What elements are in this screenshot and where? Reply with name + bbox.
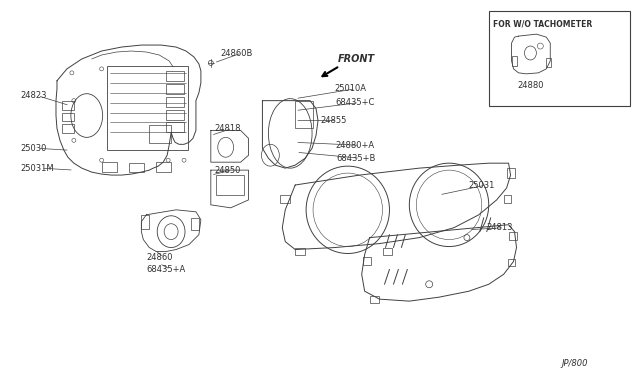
Bar — [166, 110, 184, 119]
Bar — [62, 101, 74, 110]
Text: 24818: 24818 — [215, 124, 241, 133]
Text: 25030: 25030 — [20, 144, 47, 153]
Text: FRONT: FRONT — [338, 54, 375, 64]
Bar — [509, 232, 516, 240]
Bar — [102, 162, 116, 172]
Text: 25031M: 25031M — [20, 164, 54, 173]
Text: 24850: 24850 — [215, 166, 241, 174]
Bar — [295, 101, 313, 128]
Text: 68435+C: 68435+C — [335, 98, 374, 107]
Text: JP/800: JP/800 — [561, 359, 588, 368]
Bar — [489, 11, 630, 106]
Text: 24855: 24855 — [320, 116, 346, 125]
Bar — [504, 195, 511, 203]
Bar — [547, 58, 551, 67]
Bar — [107, 66, 188, 150]
Bar — [280, 195, 290, 203]
Text: 24860B: 24860B — [221, 48, 253, 58]
Bar — [363, 257, 371, 265]
Text: 68435+B: 68435+B — [336, 154, 375, 163]
Text: 25010A: 25010A — [335, 84, 367, 93]
Text: 24880: 24880 — [517, 81, 543, 90]
Text: 68435+A: 68435+A — [147, 265, 186, 274]
Text: FOR W/O TACHOMETER: FOR W/O TACHOMETER — [493, 19, 592, 28]
Text: 24823: 24823 — [20, 91, 47, 100]
Bar — [166, 71, 184, 81]
Bar — [511, 56, 516, 66]
Bar — [156, 162, 171, 172]
Bar — [370, 296, 378, 303]
Bar — [216, 175, 244, 195]
Bar — [129, 163, 145, 172]
Bar — [166, 122, 184, 132]
Bar — [295, 247, 305, 256]
Bar — [508, 259, 515, 266]
Text: 24813: 24813 — [487, 223, 513, 232]
Bar — [383, 247, 392, 256]
Bar — [166, 84, 184, 94]
Bar — [149, 125, 171, 143]
Bar — [507, 168, 515, 178]
Bar — [166, 97, 184, 107]
Bar — [191, 218, 199, 230]
Bar — [141, 215, 149, 229]
Bar — [62, 125, 74, 134]
Text: 24860: 24860 — [147, 253, 173, 262]
Bar — [62, 113, 74, 122]
Text: 25031: 25031 — [469, 180, 495, 189]
Text: 24880+A: 24880+A — [336, 141, 375, 150]
